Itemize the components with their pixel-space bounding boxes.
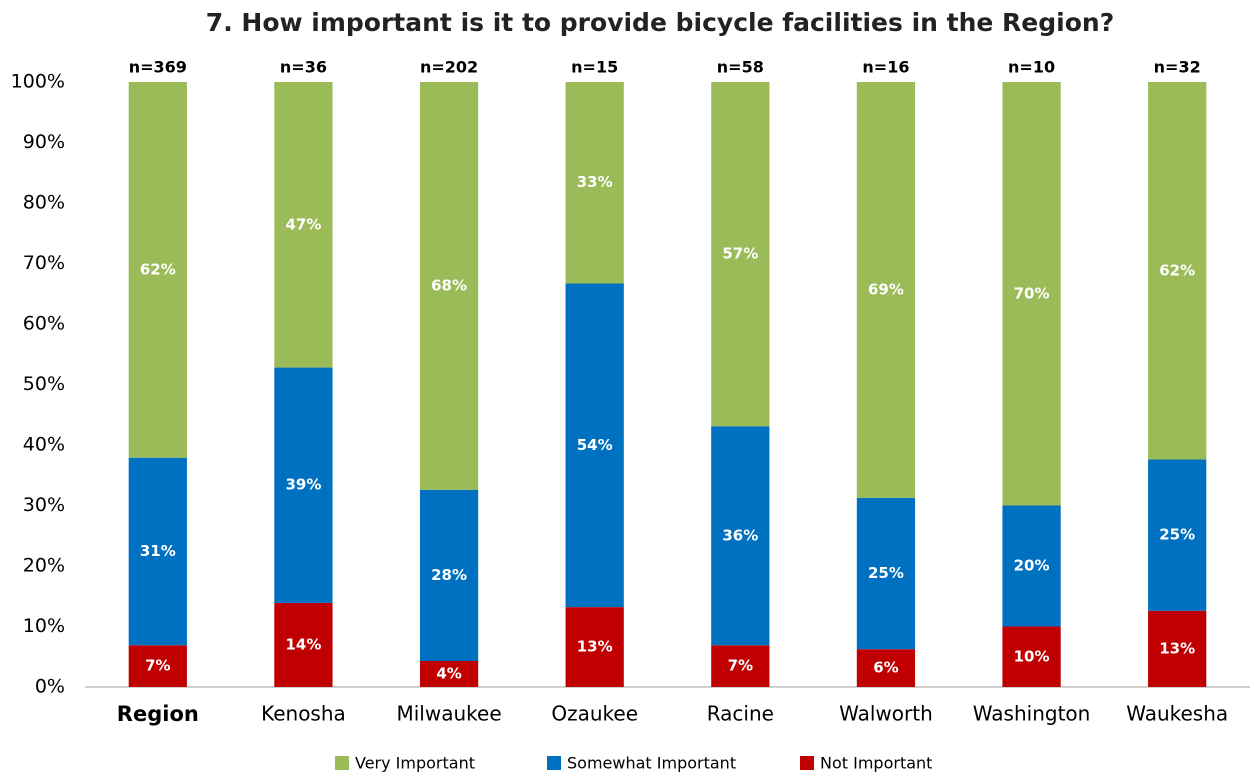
chart-title: 7. How important is it to provide bicycl…: [206, 8, 1114, 37]
data-label: 36%: [722, 526, 758, 544]
legend-swatch: [335, 756, 349, 770]
x-tick-label: Kenosha: [261, 702, 346, 726]
x-tick-label: Milwaukee: [396, 702, 501, 726]
bar-segment: [274, 82, 333, 368]
bar-segment: [856, 497, 916, 650]
bar-segment: [856, 649, 916, 687]
y-tick-label: 80%: [23, 192, 65, 214]
y-tick-label: 0%: [35, 676, 65, 698]
data-label: 14%: [285, 635, 321, 653]
x-tick-label: Racine: [707, 702, 774, 726]
data-label: 70%: [1014, 284, 1050, 302]
y-tick-label: 20%: [23, 555, 65, 577]
bar-segment: [565, 82, 624, 284]
data-label: 10%: [1014, 647, 1050, 665]
bar-segment: [1148, 610, 1207, 687]
bar-segment: [274, 602, 333, 687]
y-tick-label: 10%: [23, 615, 65, 637]
bar-segment: [711, 645, 770, 687]
x-tick-label: Ozaukee: [551, 702, 638, 726]
data-label: 20%: [1014, 557, 1050, 575]
data-label: 4%: [436, 664, 461, 682]
data-label: 69%: [868, 280, 904, 298]
y-tick-label: 50%: [23, 373, 65, 395]
x-tick-label: Walworth: [839, 702, 933, 726]
bar-segment: [1148, 459, 1207, 611]
data-label: 47%: [285, 215, 321, 233]
x-tick-label: Region: [117, 702, 199, 726]
bar-segment: [419, 82, 479, 490]
bar-segment: [1002, 82, 1061, 506]
legend-label: Very Important: [355, 754, 475, 773]
bar-segment: [128, 82, 187, 458]
data-label: 31%: [140, 542, 176, 560]
data-label: 68%: [431, 276, 467, 294]
data-label: 62%: [1159, 261, 1195, 279]
y-tick-label: 30%: [23, 494, 65, 516]
bar-segment: [274, 367, 333, 603]
data-label: 57%: [722, 245, 758, 263]
data-label: 33%: [577, 173, 613, 191]
bar-segment: [856, 82, 916, 498]
data-label: 7%: [145, 657, 170, 675]
bar-segment: [128, 645, 187, 687]
data-label: 13%: [577, 638, 613, 656]
bar-segment: [565, 283, 624, 608]
bar-segment: [419, 660, 479, 687]
bar-segment: [1002, 626, 1061, 687]
annotation: n=16: [862, 58, 909, 77]
annotation: n=32: [1154, 58, 1201, 77]
y-tick-label: 90%: [23, 131, 65, 153]
data-label: 25%: [868, 564, 904, 582]
bar-segment: [128, 457, 187, 646]
y-tick-label: 60%: [23, 313, 65, 335]
data-label: 54%: [577, 436, 613, 454]
bar-segment: [711, 426, 770, 646]
legend-swatch: [800, 756, 814, 770]
annotation: n=10: [1008, 58, 1055, 77]
x-tick-label: Washington: [973, 702, 1091, 726]
bar-segment: [1002, 505, 1061, 627]
y-tick-label: 70%: [23, 252, 65, 274]
x-tick-label: Waukesha: [1126, 702, 1228, 726]
data-label: 25%: [1159, 526, 1195, 544]
y-tick-label: 40%: [23, 434, 65, 456]
data-label: 62%: [140, 260, 176, 278]
annotation: n=58: [717, 58, 764, 77]
data-label: 6%: [873, 659, 898, 677]
legend-label: Somewhat Important: [567, 754, 736, 773]
bar-segment: [419, 489, 479, 661]
legend-label: Not Important: [820, 754, 932, 773]
y-tick-label: 100%: [11, 71, 65, 93]
data-label: 7%: [728, 657, 753, 675]
annotation: n=36: [280, 58, 327, 77]
legend-swatch: [547, 756, 561, 770]
bar-segment: [565, 607, 624, 687]
annotation: n=369: [129, 58, 187, 77]
data-label: 13%: [1159, 639, 1195, 657]
annotation: n=202: [420, 58, 478, 77]
bar-segment: [711, 82, 770, 427]
data-label: 39%: [285, 476, 321, 494]
data-label: 28%: [431, 566, 467, 584]
bar-segment: [1148, 82, 1207, 460]
annotation: n=15: [571, 58, 618, 77]
